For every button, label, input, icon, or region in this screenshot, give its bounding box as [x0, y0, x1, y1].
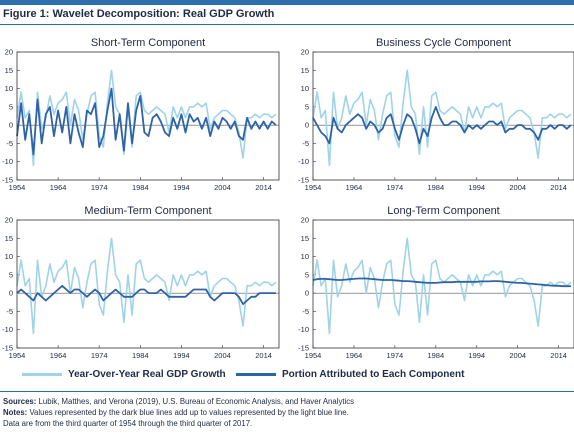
y-tick-label: -5	[6, 139, 13, 148]
y-tick-label: 20	[5, 48, 13, 57]
footer-rule	[0, 391, 574, 392]
series-line-light-3	[312, 237, 572, 335]
x-tick-label: 1954	[305, 351, 322, 360]
panel-title-3: Long-Term Component	[387, 205, 500, 217]
x-tick-label: 1984	[132, 183, 149, 192]
x-tick-label: 1974	[387, 183, 404, 192]
plot-frame-0	[16, 51, 280, 181]
series-line-light-1	[312, 69, 572, 167]
sources-line: Sources: Lubik, Matthes, and Verona (201…	[3, 396, 354, 407]
x-tick-label: 1984	[132, 351, 149, 360]
y-tick-label: -10	[2, 325, 13, 334]
legend-item-light: Year-Over-Year Real GDP Growth	[22, 369, 226, 380]
plot-frame-3	[312, 219, 574, 349]
y-tick-label: -15	[2, 176, 13, 185]
y-tick-label: 0	[305, 289, 309, 298]
x-tick-label: 2004	[214, 183, 231, 192]
y-tick-label: -5	[302, 307, 309, 316]
y-tick-label: -10	[298, 157, 309, 166]
x-tick-label: 2014	[550, 351, 567, 360]
x-tick-label: 1994	[468, 351, 485, 360]
notes-label: Notes:	[3, 408, 28, 417]
y-tick-label: 15	[5, 66, 13, 75]
y-tick-label: 0	[9, 121, 13, 130]
y-tick-label: 5	[9, 102, 13, 111]
series-line-dark-1	[312, 106, 572, 145]
x-tick-label: 1974	[91, 183, 108, 192]
x-tick-label: 2004	[214, 351, 231, 360]
y-tick-label: 10	[5, 252, 13, 261]
x-tick-label: 1994	[173, 183, 190, 192]
x-tick-label: 1974	[91, 351, 108, 360]
y-tick-label: 15	[5, 234, 13, 243]
y-tick-label: 10	[301, 84, 309, 93]
panel-title-2: Medium-Term Component	[84, 205, 211, 217]
y-tick-label: -15	[298, 176, 309, 185]
y-tick-label: 5	[305, 102, 309, 111]
x-tick-label: 1984	[427, 351, 444, 360]
x-tick-label: 1964	[346, 183, 363, 192]
x-tick-label: 1994	[468, 183, 485, 192]
legend-swatch-light	[22, 372, 62, 376]
y-tick-label: 5	[9, 270, 13, 279]
sources-text: Lubik, Matthes, and Verona (2019), U.S. …	[38, 397, 355, 406]
sources-label: Sources:	[3, 397, 37, 406]
y-tick-label: 20	[301, 216, 309, 225]
x-tick-label: 2014	[255, 351, 272, 360]
y-tick-label: -15	[298, 344, 309, 353]
series-line-dark-0	[16, 87, 277, 156]
x-tick-label: 1964	[50, 351, 67, 360]
notes-text: Values represented by the dark blue line…	[29, 408, 349, 417]
y-tick-label: 15	[301, 234, 309, 243]
legend-item-dark: Portion Attributed to Each Component	[236, 369, 464, 380]
x-tick-label: 2014	[255, 183, 272, 192]
x-tick-label: 1964	[50, 183, 67, 192]
panel-title-0: Short-Term Component	[91, 37, 205, 49]
plot-frame-2	[16, 219, 280, 349]
legend-label-dark: Portion Attributed to Each Component	[282, 369, 465, 380]
y-tick-label: -5	[6, 307, 13, 316]
y-tick-label: 5	[305, 270, 309, 279]
notes-line: Notes: Values represented by the dark bl…	[3, 407, 354, 418]
x-tick-label: 1994	[173, 351, 190, 360]
y-tick-label: -15	[2, 344, 13, 353]
x-tick-label: 2004	[509, 351, 526, 360]
figure-title: Figure 1: Wavelet Decomposition: Real GD…	[3, 8, 275, 20]
footer-notes: Sources: Lubik, Matthes, and Verona (201…	[3, 396, 354, 429]
panel-title-1: Business Cycle Component	[376, 37, 511, 49]
y-tick-label: 10	[5, 84, 13, 93]
series-line-light-0	[16, 69, 277, 167]
y-tick-label: 20	[5, 216, 13, 225]
notes-line-2: Data are from the third quarter of 1954 …	[3, 419, 253, 428]
top-accent-bar	[0, 0, 574, 5]
x-tick-label: 1984	[427, 183, 444, 192]
y-tick-label: 0	[9, 289, 13, 298]
title-rule	[0, 24, 574, 25]
series-line-light-2	[16, 237, 277, 335]
y-tick-label: -5	[302, 139, 309, 148]
y-tick-label: -10	[298, 325, 309, 334]
x-tick-label: 1974	[387, 351, 404, 360]
series-line-dark-3	[312, 277, 571, 288]
y-tick-label: -10	[2, 157, 13, 166]
x-tick-label: 1964	[346, 351, 363, 360]
x-tick-label: 1954	[305, 183, 322, 192]
series-line-dark-2	[16, 284, 276, 306]
plot-frame-1	[312, 51, 574, 181]
x-tick-label: 1954	[9, 351, 26, 360]
legend-label-light: Year-Over-Year Real GDP Growth	[68, 369, 226, 380]
legend-swatch-dark	[236, 372, 276, 376]
x-tick-label: 1954	[9, 183, 26, 192]
x-tick-label: 2004	[509, 183, 526, 192]
x-tick-label: 2014	[550, 183, 567, 192]
y-tick-label: 10	[301, 252, 309, 261]
y-tick-label: 20	[301, 48, 309, 57]
y-tick-label: 0	[305, 121, 309, 130]
y-tick-label: 15	[301, 66, 309, 75]
